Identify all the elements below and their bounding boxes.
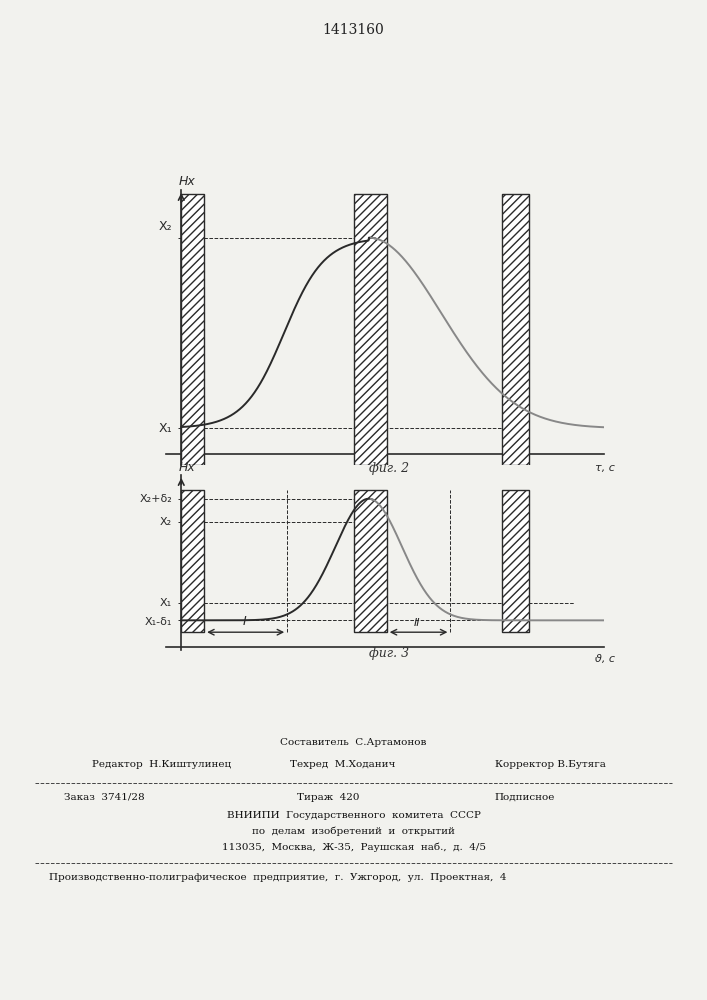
Text: Hx: Hx <box>178 461 195 474</box>
Text: X₁: X₁ <box>158 422 173 435</box>
Text: Техред  М.Ходанич: Техред М.Ходанич <box>290 760 395 769</box>
Text: Тираж  420: Тираж 420 <box>297 793 359 802</box>
FancyBboxPatch shape <box>181 194 204 465</box>
Text: Заказ  3741/28: Заказ 3741/28 <box>64 793 144 802</box>
Text: II: II <box>414 618 420 628</box>
Text: Составитель  С.Артамонов: Составитель С.Артамонов <box>280 738 427 747</box>
Text: Hx: Hx <box>178 175 195 188</box>
Text: X₁-δ₁: X₁-δ₁ <box>145 617 173 627</box>
Text: Корректор В.Бутяга: Корректор В.Бутяга <box>495 760 606 769</box>
FancyBboxPatch shape <box>181 490 204 632</box>
Text: фиг. 2: фиг. 2 <box>369 462 409 475</box>
FancyBboxPatch shape <box>502 490 529 632</box>
Text: Редактор  Н.Киштулинец: Редактор Н.Киштулинец <box>92 760 231 769</box>
FancyBboxPatch shape <box>354 490 387 632</box>
Text: Производственно-полиграфическое  предприятие,  г.  Ужгород,  ул.  Проектная,  4: Производственно-полиграфическое предприя… <box>49 873 507 882</box>
Text: ϑ, c: ϑ, c <box>595 654 615 664</box>
Text: X₂+δ₂: X₂+δ₂ <box>139 494 173 504</box>
Text: 113035,  Москва,  Ж-35,  Раушская  наб.,  д.  4/5: 113035, Москва, Ж-35, Раушская наб., д. … <box>221 842 486 852</box>
Text: 1413160: 1413160 <box>322 23 385 37</box>
Text: фиг. 3: фиг. 3 <box>369 647 409 660</box>
Text: τ, c: τ, c <box>595 463 615 473</box>
Text: I: I <box>243 615 247 628</box>
Text: Подписное: Подписное <box>495 793 555 802</box>
Text: X₂: X₂ <box>158 220 173 233</box>
Text: X₂: X₂ <box>160 517 173 527</box>
Text: по  делам  изобретений  и  открытий: по делам изобретений и открытий <box>252 826 455 836</box>
Text: X₁: X₁ <box>160 598 173 608</box>
FancyBboxPatch shape <box>354 194 387 465</box>
FancyBboxPatch shape <box>502 194 529 465</box>
Text: ВНИИПИ  Государственного  комитета  СССР: ВНИИПИ Государственного комитета СССР <box>226 811 481 820</box>
